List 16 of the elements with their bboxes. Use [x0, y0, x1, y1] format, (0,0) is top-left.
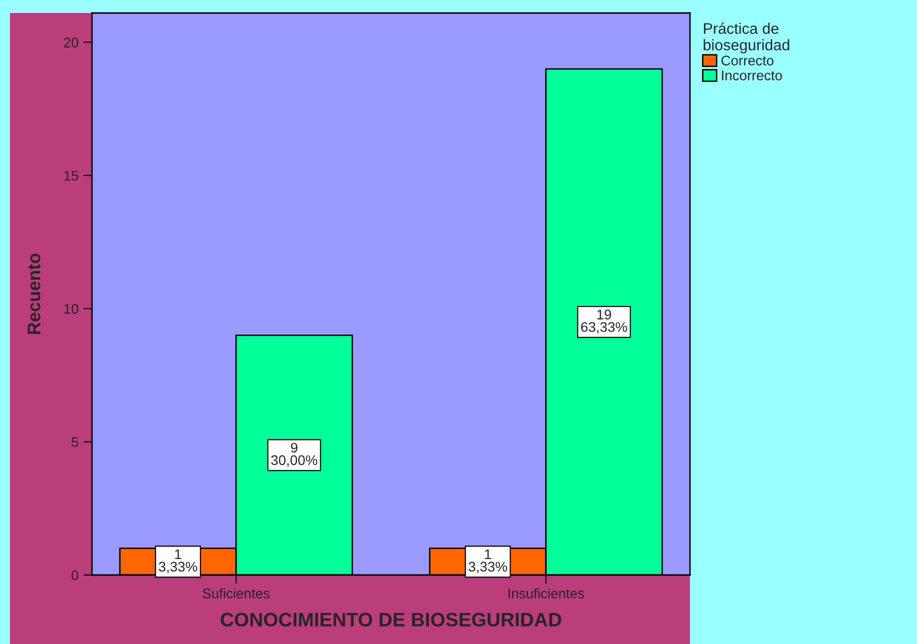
y-tick-label: 0 [72, 570, 78, 580]
x-tick-label: Insuficientes [508, 588, 584, 598]
data-label: 19 63,33% [581, 310, 628, 334]
data-label: 1 3,33% [468, 549, 508, 574]
y-tick-label: 10 [64, 304, 78, 314]
y-tick-label: 5 [72, 437, 78, 447]
x-axis-title: CONOCIMIENTO DE BIOSEGURIDAD [220, 612, 562, 627]
y-axis-title: Recuento [28, 254, 40, 334]
legend-label: Correcto [721, 56, 774, 66]
data-label: 9 30,00% [271, 442, 318, 467]
data-label: 1 3,33% [158, 549, 198, 574]
legend-label: Incorrecto [722, 70, 782, 80]
y-tick-label: 15 [64, 170, 78, 181]
legend-title: Práctica de bioseguridad [704, 22, 790, 54]
x-tick-label: Suficientes [202, 588, 270, 598]
y-tick-label: 20 [64, 38, 78, 48]
